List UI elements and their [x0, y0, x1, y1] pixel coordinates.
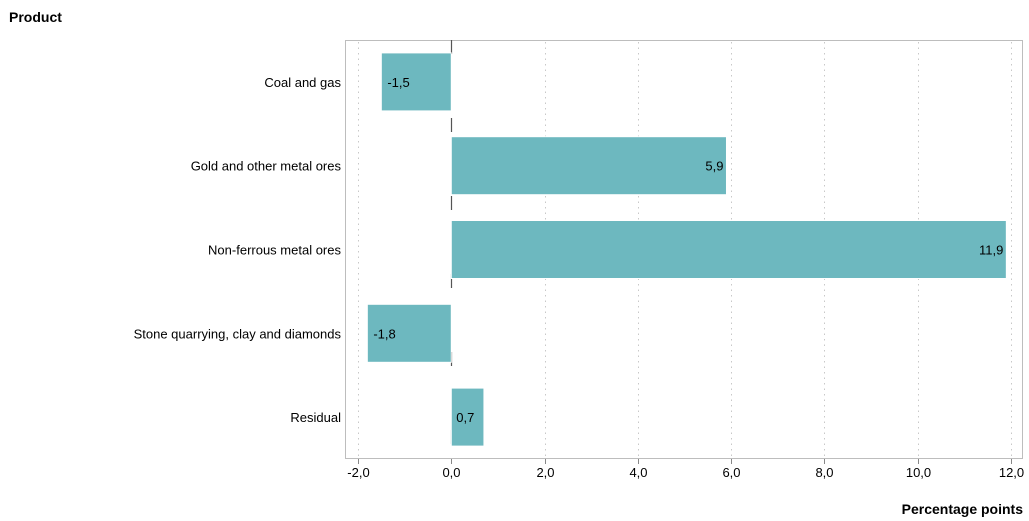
category-label: Gold and other metal ores: [191, 159, 342, 174]
x-tick-label: 12,0: [999, 465, 1024, 480]
category-label: Coal and gas: [264, 75, 341, 90]
bar: [450, 220, 1007, 279]
x-tick-label: 4,0: [629, 465, 647, 480]
x-tick-label: 6,0: [722, 465, 740, 480]
bar: [366, 303, 452, 363]
plot-frame: [345, 40, 1023, 459]
bar: [450, 387, 485, 447]
x-tick-label: 8,0: [815, 465, 833, 480]
category-label: Non-ferrous metal ores: [208, 243, 341, 258]
x-axis-title: Percentage points: [901, 501, 1023, 517]
data-label: 5,9: [705, 159, 723, 174]
x-tick-label: 10,0: [906, 465, 931, 480]
bar: [380, 52, 452, 112]
x-tick-label: 0,0: [442, 465, 460, 480]
x-tick-label: 2,0: [536, 465, 554, 480]
data-label: -1,5: [387, 75, 409, 90]
category-label: Stone quarrying, clay and diamonds: [134, 326, 342, 341]
data-label: 0,7: [456, 410, 474, 425]
y-axis-title: Product: [9, 9, 62, 25]
data-label: 11,9: [979, 243, 1003, 258]
category-label: Residual: [290, 410, 341, 425]
x-tick-label: -2,0: [347, 465, 369, 480]
bar: [450, 136, 727, 196]
data-label: -1,8: [373, 326, 395, 341]
